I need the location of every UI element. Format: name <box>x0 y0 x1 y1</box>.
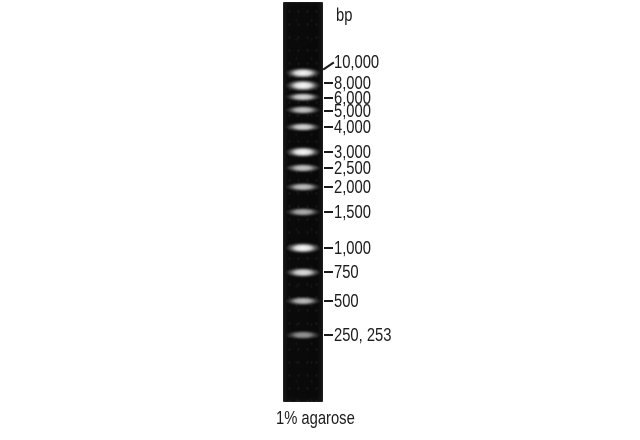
caption-agarose: 1% agarose <box>276 408 355 428</box>
gel-band <box>285 207 321 217</box>
gel-band <box>285 67 321 79</box>
gel-band <box>285 330 321 340</box>
band-tick <box>324 211 333 213</box>
gel-band <box>285 105 321 115</box>
band-size-label: 500 <box>334 291 359 311</box>
gel-band <box>285 163 321 173</box>
band-size-label: 750 <box>334 262 359 282</box>
band-size-label: 5,000 <box>334 101 371 121</box>
band-tick <box>324 300 333 302</box>
band-size-label: 8,000 <box>334 73 371 93</box>
band-tick <box>324 97 333 99</box>
gel-band <box>285 242 321 254</box>
band-tick <box>324 151 333 153</box>
gel-band <box>285 182 321 192</box>
band-tick <box>324 334 333 336</box>
band-size-label: 4,000 <box>334 117 371 137</box>
gel-band <box>285 296 321 306</box>
gel-lane <box>283 2 323 402</box>
band-tick <box>322 61 335 71</box>
unit-label-bp: bp <box>336 5 353 25</box>
band-tick <box>324 110 333 112</box>
band-size-label: 6,000 <box>334 88 371 108</box>
gel-band <box>285 146 321 158</box>
band-size-label: 2,000 <box>334 177 371 197</box>
band-tick <box>324 186 333 188</box>
gel-band <box>285 122 321 132</box>
band-size-label: 250, 253 <box>334 325 392 345</box>
band-size-label: 10,000 <box>334 52 380 72</box>
band-size-label: 2,500 <box>334 158 371 178</box>
band-tick <box>324 82 333 84</box>
band-tick <box>324 247 333 249</box>
gel-band <box>285 78 321 92</box>
band-size-label: 3,000 <box>334 142 371 162</box>
band-size-label: 1,000 <box>334 238 371 258</box>
band-tick <box>324 126 333 128</box>
band-size-label: 1,500 <box>334 202 371 222</box>
band-tick <box>324 271 333 273</box>
gel-band <box>285 92 321 102</box>
gel-band <box>285 266 321 278</box>
band-tick <box>324 167 333 169</box>
